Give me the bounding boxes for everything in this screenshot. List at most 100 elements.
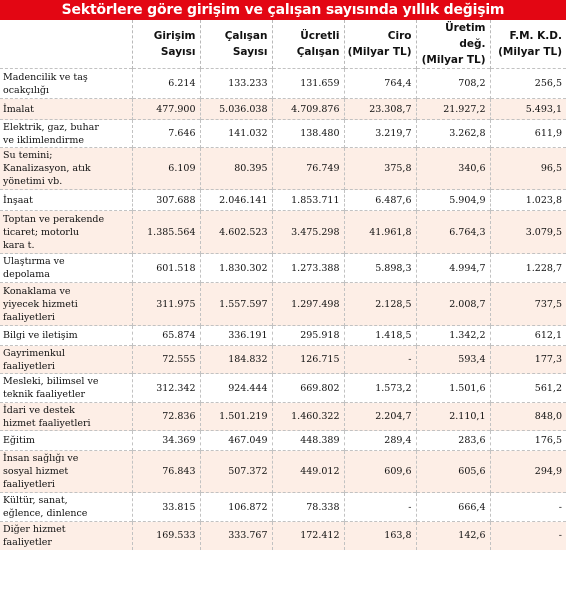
table-row: Mesleki, bilimsel ve teknik faaliyetler 31… — [0, 373, 566, 403]
table-row: Bilgi ve iletişim 65.874 336.191 295.918 1.4… — [0, 325, 566, 346]
uretim-cell: 6.764,3 — [416, 210, 491, 254]
table-row: Elektrik, gaz, buhar ve iklimlendirme 7.64… — [0, 119, 566, 148]
table-row: Konaklama ve yiyecek hizmeti faaliyetleri 3… — [0, 282, 566, 326]
uretim-cell: 593,4 — [416, 345, 491, 374]
uretim-cell: 2.008,7 — [416, 282, 491, 326]
fmkd-cell: 1.228,7 — [490, 253, 566, 283]
ucretli-cell: 126.715 — [272, 345, 345, 374]
sector-name-line: Kültür, sanat, — [3, 495, 68, 506]
header-ucretli: Ücretli Çalışan — [272, 20, 345, 69]
sector-name-line: Kanalizasyon, atık — [3, 163, 91, 174]
calisan-cell: 4.602.523 — [200, 210, 273, 254]
girisim-cell: 6.109 — [132, 147, 201, 190]
sector-name-line: eğlence, dinlence — [3, 508, 88, 519]
table-row: Kültür, sanat, eğlence, dinlence 33.815 106… — [0, 492, 566, 522]
calisan-cell: 106.872 — [200, 492, 273, 522]
fmkd-cell: 848,0 — [490, 402, 566, 431]
ciro-cell: 2.204,7 — [344, 402, 417, 431]
ciro-cell: - — [344, 492, 417, 522]
ucretli-cell: 3.475.298 — [272, 210, 345, 254]
sector-name-line: kara t. — [3, 239, 35, 251]
sector-name-cell: Diğer hizmet faaliyetler — [0, 521, 133, 550]
table-row: İdari ve destek hizmet faaliyetleri 72.836… — [0, 402, 566, 431]
sector-name-cell: Eğitim — [0, 430, 133, 451]
sector-name-line: Elektrik, gaz, buhar — [3, 121, 99, 133]
ucretli-cell: 1.273.388 — [272, 253, 345, 283]
fmkd-cell: 561,2 — [490, 373, 566, 403]
header-uretim: Üretim değ. (Milyar TL) — [416, 20, 491, 69]
sector-name-line: Konaklama ve — [3, 285, 71, 297]
calisan-cell: 80.395 — [200, 147, 273, 190]
sector-name-line: İmalat — [3, 103, 34, 115]
sector-name-cell: Su temini; Kanalizasyon, atık yönetimi vb. — [0, 147, 133, 190]
sector-name-line: Ulaştırma ve — [3, 256, 65, 267]
sector-name-cell: İdari ve destek hizmet faaliyetleri — [0, 402, 133, 431]
calisan-cell: 1.830.302 — [200, 253, 273, 283]
fmkd-cell: 177,3 — [490, 345, 566, 374]
sector-name-cell: Ulaştırma ve depolama — [0, 253, 133, 283]
sector-name-cell: Kültür, sanat, eğlence, dinlence — [0, 492, 133, 522]
sector-name-line: Toptan ve perakende — [3, 213, 105, 225]
sector-name-line: teknik faaliyetler — [3, 389, 86, 400]
sector-name-line: yiyecek hizmeti — [3, 298, 78, 310]
ciro-cell: 41.961,8 — [344, 210, 417, 254]
sector-name-line: faaliyetler — [3, 536, 52, 548]
header-sector — [0, 20, 133, 69]
uretim-cell: 605,6 — [416, 450, 491, 493]
girisim-cell: 33.815 — [132, 492, 201, 522]
ciro-cell: 289,4 — [344, 430, 417, 451]
sector-name-line: yönetimi vb. — [3, 176, 63, 187]
calisan-cell: 507.372 — [200, 450, 273, 493]
sector-name-cell: Madencilik ve taş ocakçılığı — [0, 68, 133, 99]
fmkd-cell: 5.493,1 — [490, 98, 566, 120]
fmkd-cell: 256,5 — [490, 68, 566, 99]
table-row: Diğer hizmet faaliyetler 169.533 333.767 172… — [0, 521, 566, 550]
uretim-cell: 21.927,2 — [416, 98, 491, 120]
girisim-cell: 7.646 — [132, 119, 201, 148]
fmkd-cell: 737,5 — [490, 282, 566, 326]
calisan-cell: 141.032 — [200, 119, 273, 148]
girisim-cell: 72.836 — [132, 402, 201, 431]
fmkd-cell: 294,9 — [490, 450, 566, 493]
girisim-cell: 477.900 — [132, 98, 201, 120]
sector-name-line: İnsan sağlığı ve — [3, 453, 79, 464]
ucretli-cell: 449.012 — [272, 450, 345, 493]
sector-name-cell: İnşaat — [0, 189, 133, 211]
header-fmkd: F.M. K.D. (Milyar TL) — [490, 20, 566, 69]
table-row: İnsan sağlığı ve sosyal hizmet faaliyetler… — [0, 450, 566, 493]
sector-name-line: ve iklimlendirme — [3, 134, 84, 146]
ciro-cell: 5.898,3 — [344, 253, 417, 283]
fmkd-cell: 611,9 — [490, 119, 566, 148]
table-title: Sektörlere göre girişim ve çalışan sayıs… — [0, 0, 566, 20]
ciro-cell: 609,6 — [344, 450, 417, 493]
sector-name-cell: Bilgi ve iletişim — [0, 325, 133, 346]
calisan-cell: 133.233 — [200, 68, 273, 99]
ucretli-cell: 4.709.876 — [272, 98, 345, 120]
calisan-cell: 5.036.038 — [200, 98, 273, 120]
calisan-cell: 1.501.219 — [200, 402, 273, 431]
ciro-cell: 6.487,6 — [344, 189, 417, 211]
calisan-cell: 467.049 — [200, 430, 273, 451]
header-calisan: Çalışan Sayısı — [200, 20, 273, 69]
girisim-cell: 6.214 — [132, 68, 201, 99]
ucretli-cell: 448.389 — [272, 430, 345, 451]
sector-table: Girişim Sayısı Çalışan Sayısı Ücretli Çalış… — [0, 20, 566, 550]
sector-name-line: Gayrimenkul — [3, 347, 65, 359]
ucretli-cell: 172.412 — [272, 521, 345, 550]
ucretli-cell: 1.460.322 — [272, 402, 345, 431]
sector-name-line: faaliyetleri — [3, 479, 55, 490]
sector-name-line: İnşaat — [3, 194, 33, 206]
uretim-cell: 5.904,9 — [416, 189, 491, 211]
uretim-cell: 3.262,8 — [416, 119, 491, 148]
calisan-cell: 184.832 — [200, 345, 273, 374]
sector-name-line: ocakçılığı — [3, 84, 50, 96]
girisim-cell: 169.533 — [132, 521, 201, 550]
sector-name-line: faaliyetleri — [3, 360, 55, 372]
ciro-cell: 3.219,7 — [344, 119, 417, 148]
ucretli-cell: 76.749 — [272, 147, 345, 190]
sector-name-line: Mesleki, bilimsel ve — [3, 376, 99, 387]
calisan-cell: 924.444 — [200, 373, 273, 403]
fmkd-cell: - — [490, 492, 566, 522]
sector-name-line: İdari ve destek — [3, 404, 75, 416]
uretim-cell: 1.501,6 — [416, 373, 491, 403]
